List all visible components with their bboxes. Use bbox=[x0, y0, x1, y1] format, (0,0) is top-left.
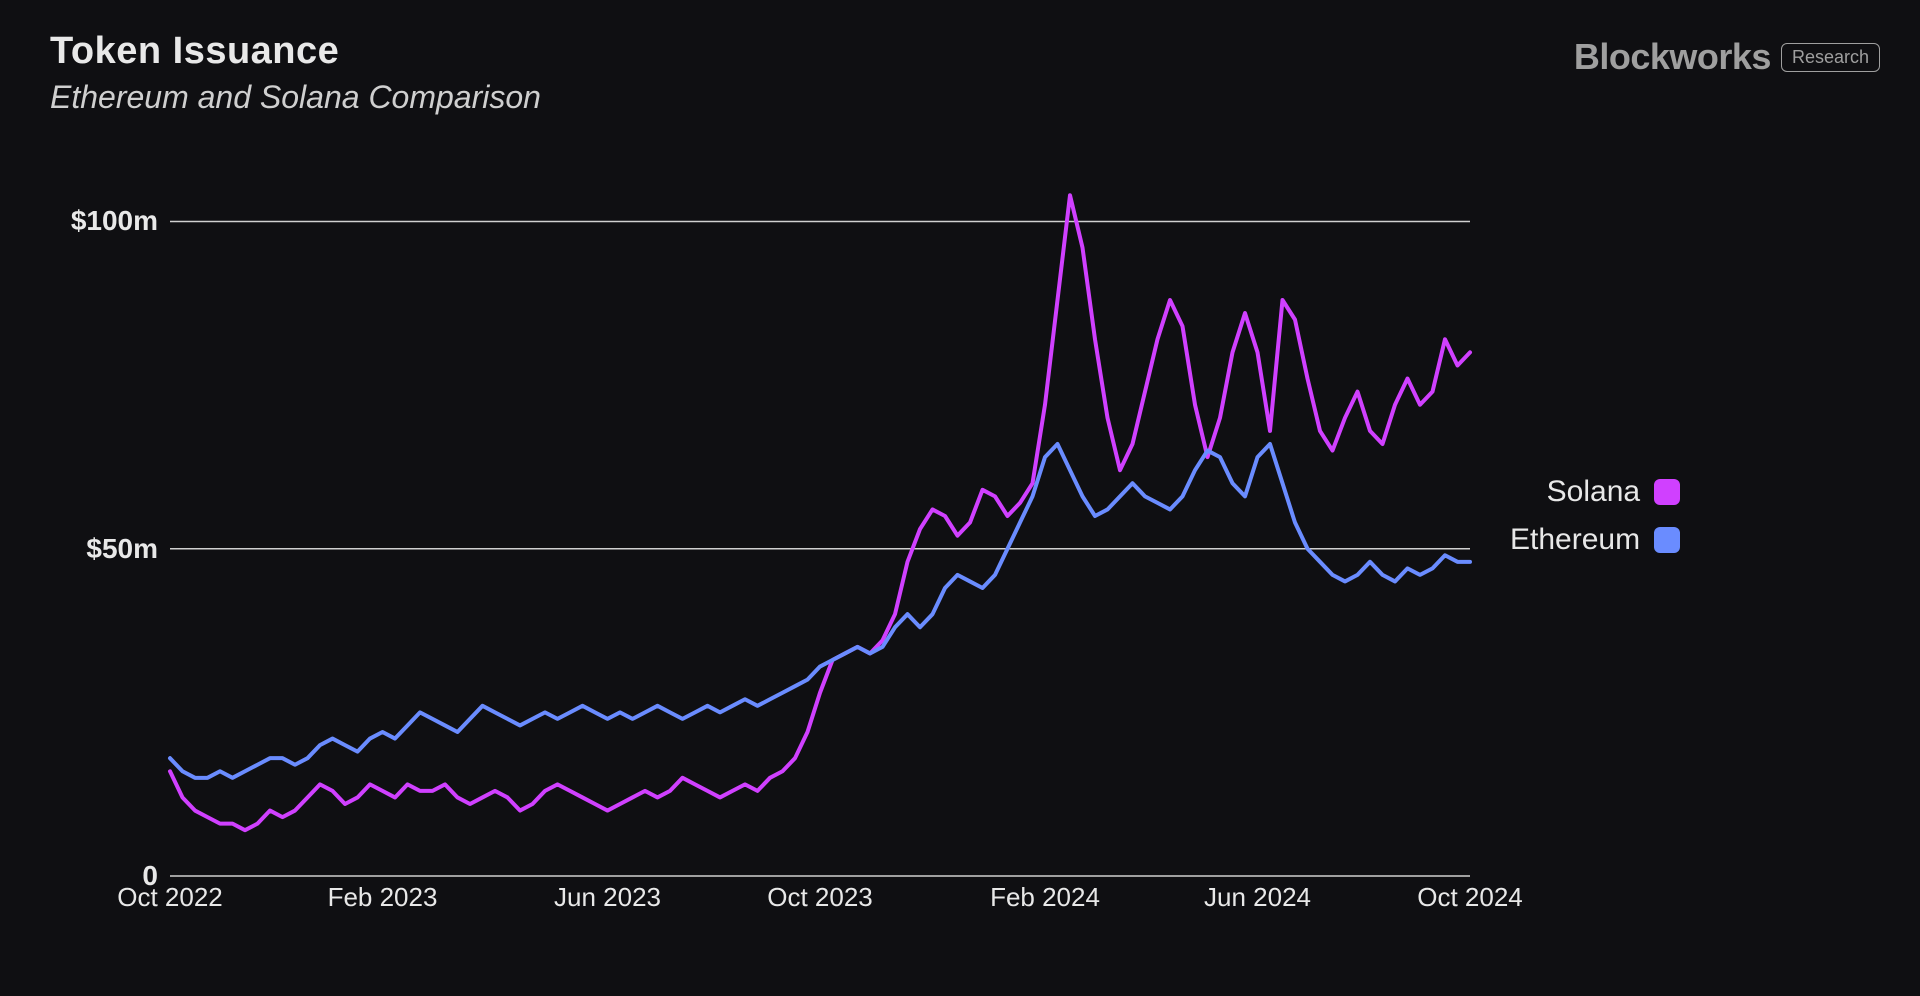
chart-subtitle: Ethereum and Solana Comparison bbox=[50, 79, 541, 116]
title-block: Token Issuance Ethereum and Solana Compa… bbox=[50, 30, 541, 116]
x-tick-label: Oct 2024 bbox=[1417, 882, 1523, 913]
y-tick-label: $50m bbox=[86, 533, 158, 565]
header: Token Issuance Ethereum and Solana Compa… bbox=[50, 30, 1880, 116]
x-tick-label: Feb 2023 bbox=[328, 882, 438, 913]
x-tick-label: Feb 2024 bbox=[990, 882, 1100, 913]
x-tick-label: Oct 2023 bbox=[767, 882, 873, 913]
series-line-ethereum bbox=[170, 444, 1470, 778]
legend-swatch bbox=[1654, 479, 1680, 505]
brand-block: Blockworks Research bbox=[1574, 36, 1880, 78]
plot-area: Oct 2022Feb 2023Jun 2023Oct 2023Feb 2024… bbox=[170, 156, 1470, 876]
plot-svg bbox=[170, 156, 1470, 876]
legend: Solana Ethereum bbox=[1510, 156, 1680, 876]
x-tick-label: Jun 2023 bbox=[554, 882, 661, 913]
x-tick-label: Oct 2022 bbox=[117, 882, 223, 913]
x-axis: Oct 2022Feb 2023Jun 2023Oct 2023Feb 2024… bbox=[170, 882, 1470, 922]
legend-item-solana: Solana bbox=[1510, 475, 1680, 509]
brand-label: Blockworks bbox=[1574, 36, 1771, 78]
series-line-solana bbox=[170, 195, 1470, 830]
y-axis: 0$50m$100m bbox=[50, 156, 170, 876]
legend-item-ethereum: Ethereum bbox=[1510, 523, 1680, 557]
y-tick-label: $100m bbox=[71, 205, 158, 237]
chart-row: 0$50m$100m Oct 2022Feb 2023Jun 2023Oct 2… bbox=[50, 156, 1880, 876]
legend-label: Ethereum bbox=[1510, 523, 1640, 557]
x-tick-label: Jun 2024 bbox=[1204, 882, 1311, 913]
chart-title: Token Issuance bbox=[50, 30, 541, 73]
legend-label: Solana bbox=[1547, 475, 1640, 509]
chart-frame: Token Issuance Ethereum and Solana Compa… bbox=[0, 0, 1920, 996]
brand-tag: Research bbox=[1781, 43, 1880, 72]
legend-swatch bbox=[1654, 527, 1680, 553]
